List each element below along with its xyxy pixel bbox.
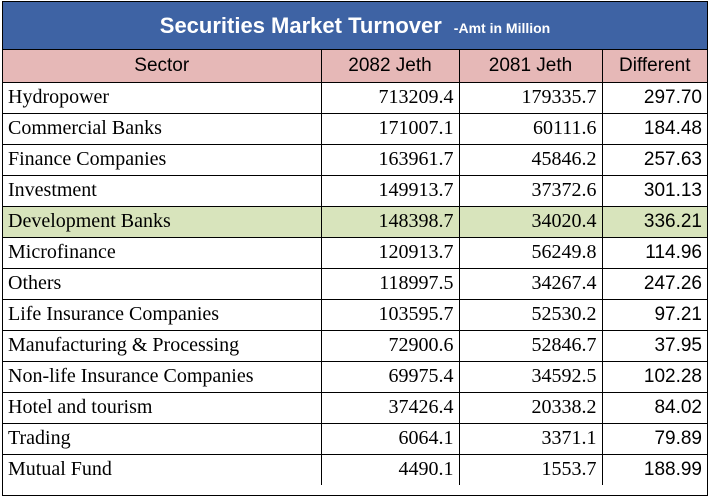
- value-2082-jeth-cell: 103595.7: [320, 298, 460, 331]
- sector-cell: Development Banks: [3, 205, 322, 238]
- value-2081-jeth-cell: 3371.1: [458, 422, 603, 455]
- table-row: Development Banks 148398.7 34020.4 336.21: [3, 205, 707, 238]
- table-row: Investment 149913.7 37372.6 301.13: [3, 174, 707, 207]
- sector-cell: Others: [3, 267, 322, 300]
- table-row: Trading 6064.1 3371.1 79.89: [3, 422, 707, 455]
- table-row: Others 118997.5 34267.4 247.26: [3, 267, 707, 300]
- table-row: Finance Companies 163961.7 45846.2 257.63: [3, 143, 707, 176]
- value-2081-jeth-cell: 34020.4: [458, 205, 603, 238]
- table-row: Commercial Banks 171007.1 60111.6 184.48: [3, 112, 707, 145]
- table-row: Hydropower 713209.4 179335.7 297.70: [3, 81, 707, 114]
- difference-cell: 247.26: [601, 267, 707, 300]
- sector-cell: Investment: [3, 174, 322, 207]
- header-sector: Sector: [3, 50, 322, 83]
- difference-cell: 297.70: [601, 81, 707, 114]
- table-row: Life Insurance Companies 103595.7 52530.2 9…: [3, 298, 707, 331]
- value-2082-jeth-cell: 118997.5: [320, 267, 460, 300]
- sector-cell: Non-life Insurance Companies: [3, 360, 322, 393]
- value-2081-jeth-cell: 45846.2: [458, 143, 603, 176]
- header-different: Different: [601, 50, 707, 83]
- difference-cell: 37.95: [601, 329, 707, 362]
- value-2082-jeth-cell: 69975.4: [320, 360, 460, 393]
- value-2082-jeth-cell: 120913.7: [320, 236, 460, 269]
- turnover-table: Sector 2082 Jeth 2081 Jeth Different Hyd…: [3, 50, 707, 485]
- difference-cell: 79.89: [601, 422, 707, 455]
- value-2081-jeth-cell: 60111.6: [458, 112, 603, 145]
- header-row: Sector 2082 Jeth 2081 Jeth Different: [3, 50, 707, 83]
- difference-cell: 336.21: [601, 205, 707, 238]
- header-2082-jeth: 2082 Jeth: [320, 50, 460, 83]
- value-2082-jeth-cell: 6064.1: [320, 422, 460, 455]
- value-2081-jeth-cell: 20338.2: [458, 391, 603, 424]
- difference-cell: 97.21: [601, 298, 707, 331]
- difference-cell: 301.13: [601, 174, 707, 207]
- value-2082-jeth-cell: 72900.6: [320, 329, 460, 362]
- sector-cell: Microfinance: [3, 236, 322, 269]
- value-2081-jeth-cell: 1553.7: [458, 453, 603, 485]
- sector-cell: Commercial Banks: [3, 112, 322, 145]
- table-row: Mutual Fund 4490.1 1553.7 188.99: [3, 453, 707, 485]
- value-2082-jeth-cell: 163961.7: [320, 143, 460, 176]
- value-2082-jeth-cell: 148398.7: [320, 205, 460, 238]
- sector-cell: Hydropower: [3, 81, 322, 114]
- title-bar: Securities Market Turnover -Amt in Milli…: [3, 2, 707, 50]
- value-2081-jeth-cell: 34267.4: [458, 267, 603, 300]
- sector-cell: Hotel and tourism: [3, 391, 322, 424]
- sector-cell: Trading: [3, 422, 322, 455]
- difference-cell: 184.48: [601, 112, 707, 145]
- difference-cell: 188.99: [601, 453, 707, 485]
- value-2081-jeth-cell: 37372.6: [458, 174, 603, 207]
- value-2081-jeth-cell: 179335.7: [458, 81, 603, 114]
- value-2081-jeth-cell: 52846.7: [458, 329, 603, 362]
- table-title: Securities Market Turnover: [159, 12, 442, 38]
- value-2081-jeth-cell: 56249.8: [458, 236, 603, 269]
- value-2081-jeth-cell: 52530.2: [458, 298, 603, 331]
- value-2082-jeth-cell: 149913.7: [320, 174, 460, 207]
- difference-cell: 257.63: [601, 143, 707, 176]
- table-body: Hydropower 713209.4 179335.7 297.70 Commerci…: [3, 81, 707, 485]
- table-row: Non-life Insurance Companies 69975.4 34592…: [3, 360, 707, 393]
- sector-cell: Finance Companies: [3, 143, 322, 176]
- header-2081-jeth: 2081 Jeth: [458, 50, 603, 83]
- value-2082-jeth-cell: 4490.1: [320, 453, 460, 485]
- value-2082-jeth-cell: 37426.4: [320, 391, 460, 424]
- difference-cell: 84.02: [601, 391, 707, 424]
- value-2082-jeth-cell: 713209.4: [320, 81, 460, 114]
- sector-cell: Life Insurance Companies: [3, 298, 322, 331]
- value-2081-jeth-cell: 34592.5: [458, 360, 603, 393]
- difference-cell: 114.96: [601, 236, 707, 269]
- amount-unit-note: -Amt in Million: [453, 19, 551, 36]
- table-row: Manufacturing & Processing 72900.6 52846.7…: [3, 329, 707, 362]
- table-row: Microfinance 120913.7 56249.8 114.96: [3, 236, 707, 269]
- table-row: Hotel and tourism 37426.4 20338.2 84.02: [3, 391, 707, 424]
- sector-cell: Mutual Fund: [3, 453, 322, 485]
- value-2082-jeth-cell: 171007.1: [320, 112, 460, 145]
- sector-cell: Manufacturing & Processing: [3, 329, 322, 362]
- difference-cell: 102.28: [601, 360, 707, 393]
